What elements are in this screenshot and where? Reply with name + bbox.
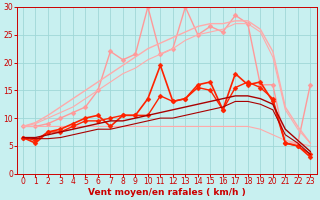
X-axis label: Vent moyen/en rafales ( km/h ): Vent moyen/en rafales ( km/h ) [88,188,245,197]
